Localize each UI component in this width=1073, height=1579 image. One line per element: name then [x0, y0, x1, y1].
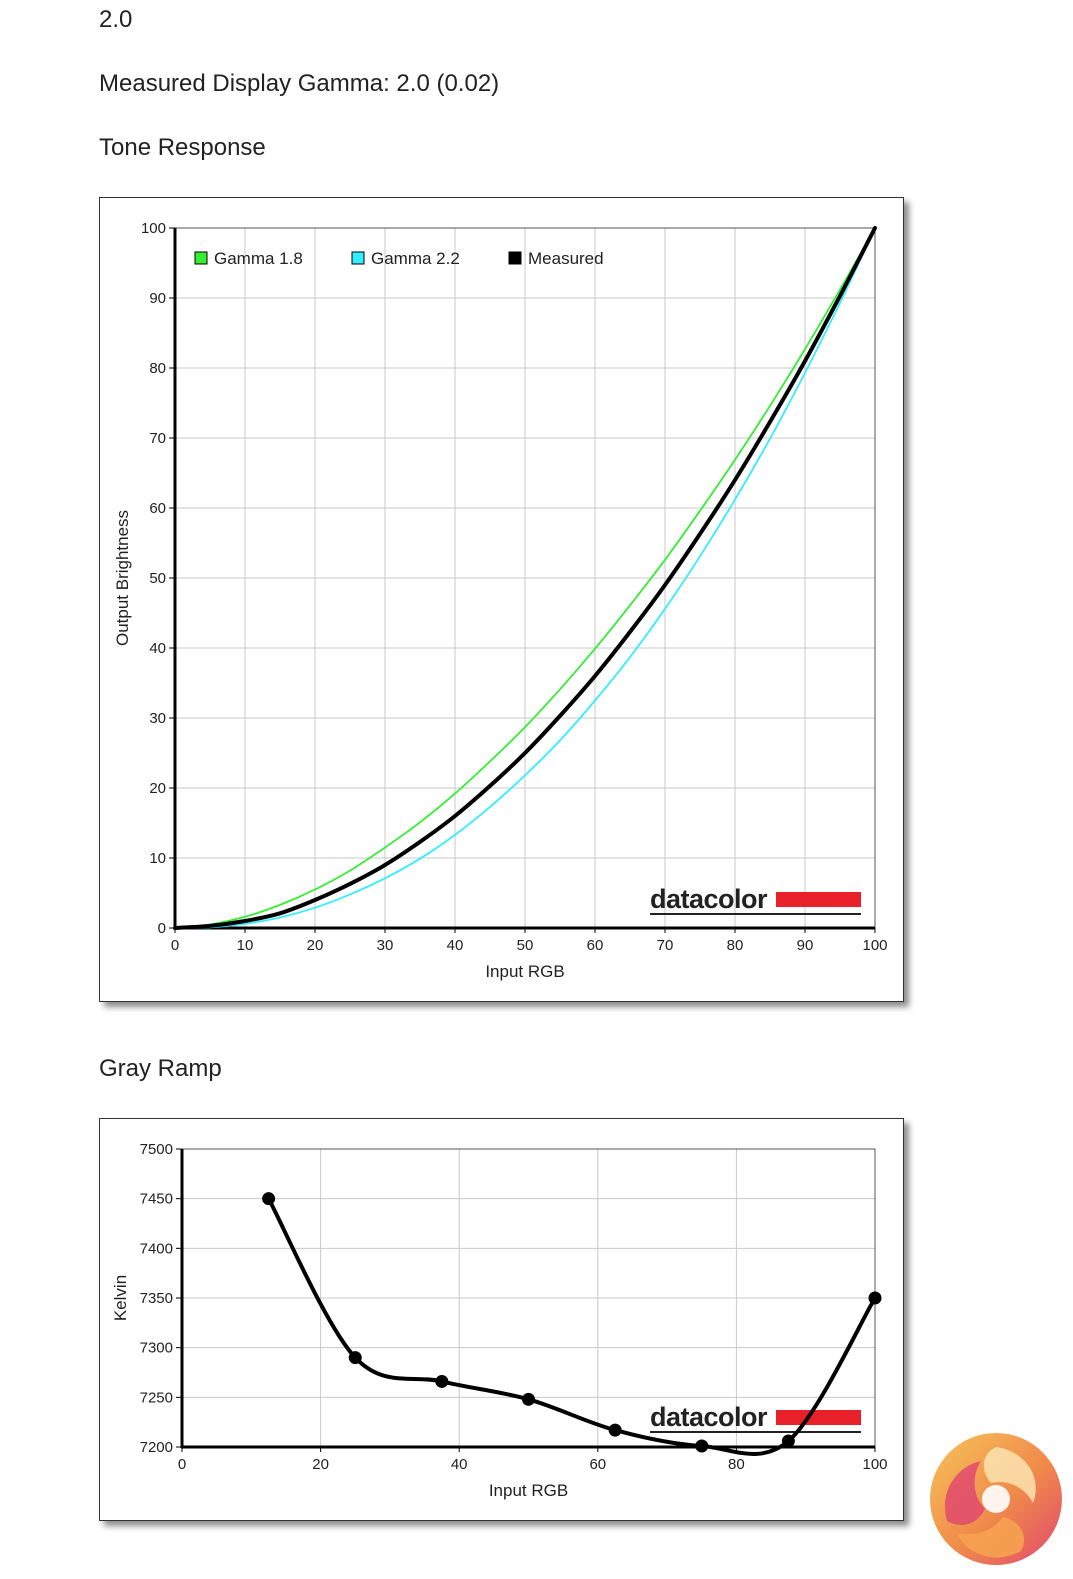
tone-response-chart: 0 10 20 30 40 50 60 70 80 90 100 0 10 20 30 40 50 60 70 80 9…	[113, 220, 888, 981]
x-tick-label: 0	[171, 937, 179, 954]
datacolor-watermark: datacolor	[650, 1402, 768, 1432]
tone-response-chart-frame: 0 10 20 30 40 50 60 70 80 90 100 0 10 20 30 40 50 60 70 80 9…	[99, 197, 904, 1002]
x-tick-label: 40	[451, 1456, 468, 1473]
x-tick-label: 60	[589, 1456, 606, 1473]
data-point-marker	[262, 1192, 276, 1206]
x-tick-label: 20	[312, 1456, 329, 1473]
y-tick-label: 7400	[140, 1240, 173, 1257]
gray-ramp-heading: Gray Ramp	[99, 1055, 222, 1082]
legend-label: Gamma 2.2	[371, 249, 460, 268]
data-point-marker	[522, 1392, 535, 1406]
y-tick-label: 7250	[140, 1389, 173, 1406]
data-point-marker	[868, 1291, 882, 1305]
series-line-measured	[173, 226, 877, 930]
x-tick-label: 70	[657, 937, 674, 954]
x-tick-label: 10	[237, 937, 254, 954]
legend-swatch	[351, 251, 365, 265]
y-axis-title: Kelvin	[111, 1275, 130, 1321]
x-tick-label: 90	[797, 937, 814, 954]
datacolor-red-bar	[776, 1410, 861, 1425]
series-line-gamma-1-8	[174, 227, 876, 929]
gamma-value-text: 2.0	[99, 6, 133, 33]
measured-gamma-text: Measured Display Gamma: 2.0 (0.02)	[99, 70, 500, 97]
y-tick-label: 60	[149, 500, 166, 517]
x-tick-label: 60	[587, 937, 604, 954]
tone-response-heading: Tone Response	[99, 134, 266, 161]
data-point-marker	[608, 1423, 622, 1437]
data-point-marker	[435, 1374, 449, 1388]
gray-ramp-chart-frame: 7200 7250 7300 7350 7400 7450 7500 0 20 40 60 80 100…	[99, 1118, 904, 1521]
x-tick-label: 80	[727, 937, 744, 954]
data-point-marker	[695, 1439, 709, 1453]
y-tick-label: 7200	[140, 1439, 173, 1456]
y-tick-label: 10	[149, 850, 166, 867]
y-axis-title: Output Brightness	[113, 510, 132, 646]
x-tick-label: 30	[377, 937, 394, 954]
x-axis-title: Input RGB	[485, 962, 564, 981]
x-tick-label: 50	[517, 937, 534, 954]
y-tick-label: 20	[149, 780, 166, 797]
legend-label: Measured	[528, 249, 604, 268]
data-point-marker	[348, 1351, 362, 1365]
y-tick-label: 90	[149, 290, 166, 307]
series-line-gamma-2-2	[174, 227, 876, 929]
x-tick-label: 100	[862, 1456, 887, 1473]
legend-swatch	[194, 251, 208, 265]
x-axis-title: Input RGB	[489, 1481, 568, 1500]
legend-swatch	[508, 251, 522, 265]
x-tick-label: 40	[447, 937, 464, 954]
y-tick-label: 30	[149, 710, 166, 727]
y-tick-label: 40	[149, 640, 166, 657]
y-tick-label: 7350	[140, 1290, 173, 1307]
y-tick-label: 70	[149, 430, 166, 447]
x-tick-label: 100	[862, 937, 887, 954]
y-tick-label: 80	[149, 360, 166, 377]
x-tick-label: 20	[307, 937, 324, 954]
datacolor-watermark: datacolor	[650, 884, 768, 914]
legend-label: Gamma 1.8	[214, 249, 303, 268]
site-logo-icon	[930, 1433, 1062, 1565]
gray-ramp-chart: 7200 7250 7300 7350 7400 7450 7500 0 20 40 60 80 100…	[111, 1141, 888, 1500]
x-tick-label: 0	[178, 1456, 186, 1473]
x-tick-label: 80	[728, 1456, 745, 1473]
y-tick-label: 7300	[140, 1340, 173, 1357]
y-tick-label: 100	[141, 220, 166, 237]
datacolor-red-bar	[776, 892, 861, 907]
y-tick-label: 0	[158, 920, 166, 937]
y-tick-label: 7500	[140, 1141, 173, 1158]
data-point-marker	[781, 1434, 795, 1448]
y-tick-label: 50	[149, 570, 166, 587]
y-tick-label: 7450	[140, 1191, 173, 1208]
